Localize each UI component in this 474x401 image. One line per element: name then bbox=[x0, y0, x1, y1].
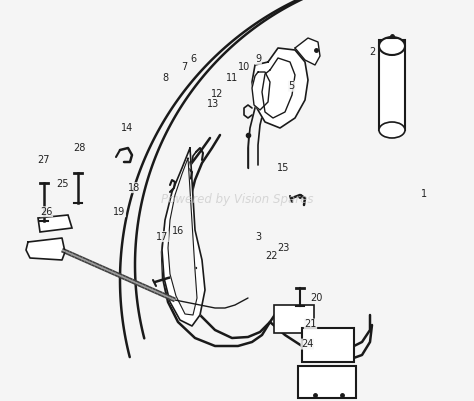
Text: 13: 13 bbox=[207, 99, 219, 109]
Polygon shape bbox=[162, 148, 205, 326]
Text: 18: 18 bbox=[128, 183, 140, 192]
Text: 23: 23 bbox=[277, 243, 290, 253]
Bar bbox=[274, 305, 314, 333]
Polygon shape bbox=[252, 48, 308, 128]
Text: 28: 28 bbox=[73, 143, 86, 152]
Polygon shape bbox=[168, 158, 197, 315]
Ellipse shape bbox=[379, 37, 405, 55]
Bar bbox=[379, 40, 405, 130]
Text: 16: 16 bbox=[172, 226, 184, 235]
Text: 12: 12 bbox=[211, 89, 223, 99]
Text: 22: 22 bbox=[265, 251, 277, 261]
Text: 25: 25 bbox=[56, 179, 69, 188]
Text: 8: 8 bbox=[162, 73, 168, 83]
Text: 26: 26 bbox=[40, 207, 53, 217]
Polygon shape bbox=[262, 58, 295, 118]
Text: 24: 24 bbox=[301, 339, 313, 349]
Text: 1: 1 bbox=[421, 190, 427, 199]
Text: 5: 5 bbox=[288, 81, 295, 91]
Polygon shape bbox=[26, 238, 65, 260]
Text: 6: 6 bbox=[191, 55, 196, 64]
Text: 14: 14 bbox=[121, 123, 133, 132]
Text: 20: 20 bbox=[310, 293, 323, 302]
Bar bbox=[302, 328, 354, 362]
Text: 2: 2 bbox=[369, 47, 375, 57]
Text: 11: 11 bbox=[226, 73, 238, 83]
Text: 21: 21 bbox=[304, 319, 317, 329]
Text: 3: 3 bbox=[255, 232, 261, 241]
Text: 17: 17 bbox=[156, 232, 168, 241]
Text: 27: 27 bbox=[37, 155, 50, 164]
Text: 10: 10 bbox=[238, 63, 250, 72]
Text: 9: 9 bbox=[255, 55, 261, 64]
Bar bbox=[298, 366, 356, 398]
Ellipse shape bbox=[379, 122, 405, 138]
Text: 7: 7 bbox=[181, 63, 187, 72]
Text: 15: 15 bbox=[277, 163, 290, 172]
Polygon shape bbox=[252, 72, 270, 110]
Text: Powered by Vision Spares: Powered by Vision Spares bbox=[161, 194, 313, 207]
Polygon shape bbox=[295, 38, 320, 65]
Polygon shape bbox=[38, 215, 72, 232]
Text: 19: 19 bbox=[113, 207, 126, 217]
